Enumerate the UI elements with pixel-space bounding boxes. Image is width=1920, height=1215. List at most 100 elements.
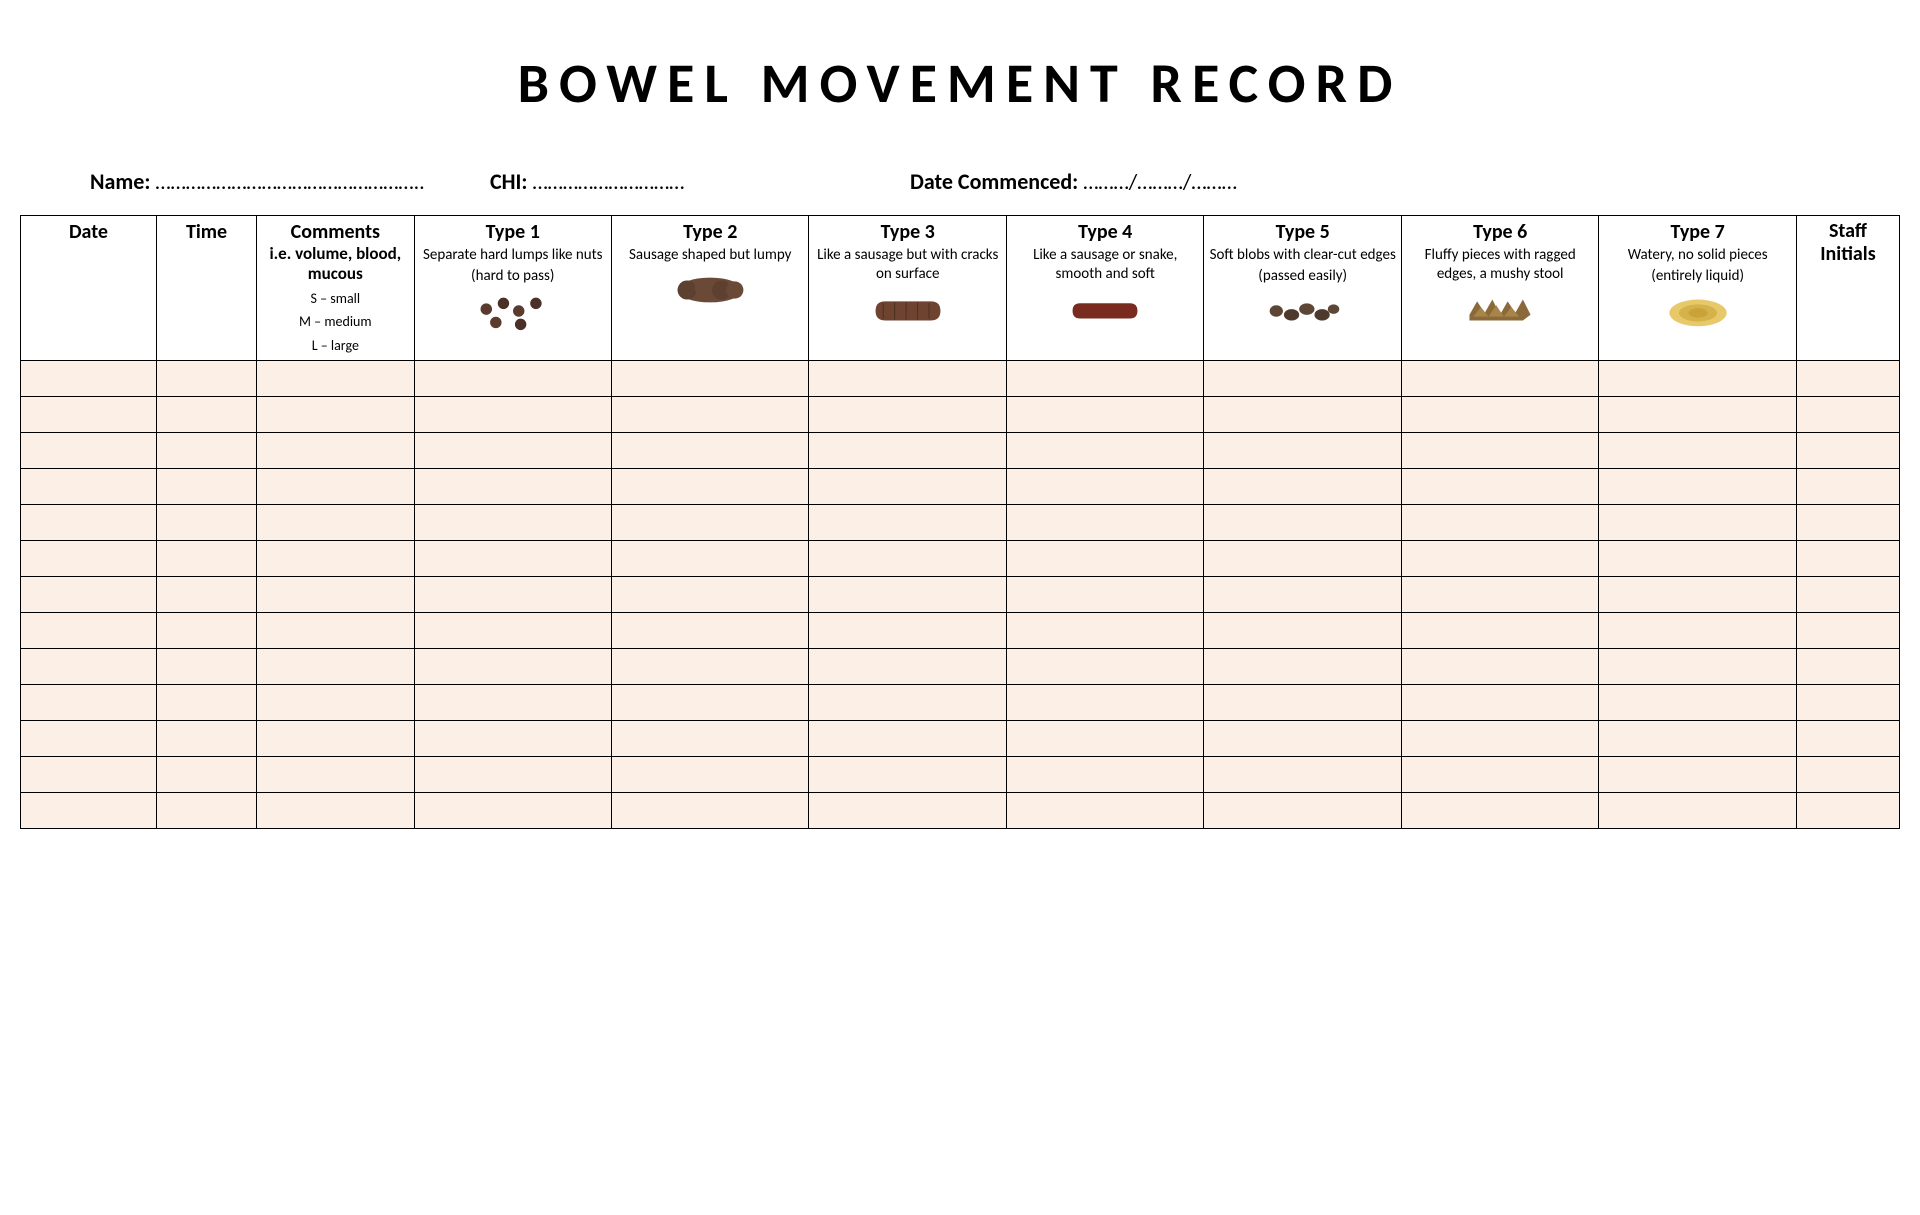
cell[interactable]	[21, 576, 157, 612]
cell[interactable]	[21, 720, 157, 756]
cell[interactable]	[1796, 648, 1899, 684]
cell[interactable]	[1006, 360, 1203, 396]
cell[interactable]	[809, 396, 1006, 432]
cell[interactable]	[1006, 468, 1203, 504]
cell[interactable]	[257, 504, 414, 540]
cell[interactable]	[1599, 468, 1796, 504]
cell[interactable]	[1006, 612, 1203, 648]
cell[interactable]	[612, 468, 809, 504]
cell[interactable]	[1599, 504, 1796, 540]
cell[interactable]	[414, 612, 611, 648]
cell[interactable]	[1204, 720, 1401, 756]
cell[interactable]	[257, 792, 414, 828]
cell[interactable]	[1599, 360, 1796, 396]
cell[interactable]	[612, 756, 809, 792]
cell[interactable]	[414, 792, 611, 828]
cell[interactable]	[1006, 648, 1203, 684]
cell[interactable]	[809, 648, 1006, 684]
cell[interactable]	[257, 756, 414, 792]
cell[interactable]	[1204, 504, 1401, 540]
cell[interactable]	[21, 468, 157, 504]
cell[interactable]	[414, 360, 611, 396]
cell[interactable]	[809, 720, 1006, 756]
cell[interactable]	[1204, 756, 1401, 792]
cell[interactable]	[1796, 540, 1899, 576]
cell[interactable]	[21, 396, 157, 432]
cell[interactable]	[612, 504, 809, 540]
cell[interactable]	[1401, 540, 1598, 576]
cell[interactable]	[1006, 576, 1203, 612]
cell[interactable]	[414, 468, 611, 504]
cell[interactable]	[414, 756, 611, 792]
cell[interactable]	[1401, 648, 1598, 684]
cell[interactable]	[1006, 720, 1203, 756]
cell[interactable]	[1599, 432, 1796, 468]
cell[interactable]	[156, 720, 256, 756]
cell[interactable]	[414, 504, 611, 540]
cell[interactable]	[809, 756, 1006, 792]
cell[interactable]	[1006, 432, 1203, 468]
cell[interactable]	[809, 540, 1006, 576]
cell[interactable]	[21, 612, 157, 648]
cell[interactable]	[414, 648, 611, 684]
cell[interactable]	[414, 684, 611, 720]
cell[interactable]	[1796, 432, 1899, 468]
cell[interactable]	[1796, 396, 1899, 432]
cell[interactable]	[156, 792, 256, 828]
cell[interactable]	[1599, 396, 1796, 432]
cell[interactable]	[1796, 792, 1899, 828]
cell[interactable]	[1599, 540, 1796, 576]
cell[interactable]	[1204, 648, 1401, 684]
cell[interactable]	[257, 540, 414, 576]
cell[interactable]	[1796, 720, 1899, 756]
cell[interactable]	[1401, 396, 1598, 432]
cell[interactable]	[257, 468, 414, 504]
cell[interactable]	[1006, 792, 1203, 828]
cell[interactable]	[612, 432, 809, 468]
cell[interactable]	[257, 432, 414, 468]
cell[interactable]	[414, 576, 611, 612]
cell[interactable]	[1204, 468, 1401, 504]
cell[interactable]	[156, 576, 256, 612]
cell[interactable]	[1796, 612, 1899, 648]
cell[interactable]	[1006, 396, 1203, 432]
cell[interactable]	[21, 540, 157, 576]
cell[interactable]	[1006, 540, 1203, 576]
cell[interactable]	[257, 684, 414, 720]
cell[interactable]	[809, 792, 1006, 828]
cell[interactable]	[612, 396, 809, 432]
cell[interactable]	[1006, 504, 1203, 540]
cell[interactable]	[156, 468, 256, 504]
cell[interactable]	[612, 360, 809, 396]
cell[interactable]	[257, 576, 414, 612]
cell[interactable]	[414, 396, 611, 432]
cell[interactable]	[156, 648, 256, 684]
cell[interactable]	[414, 432, 611, 468]
cell[interactable]	[1006, 756, 1203, 792]
cell[interactable]	[809, 576, 1006, 612]
cell[interactable]	[257, 396, 414, 432]
cell[interactable]	[21, 792, 157, 828]
cell[interactable]	[1599, 576, 1796, 612]
cell[interactable]	[1401, 684, 1598, 720]
cell[interactable]	[1204, 576, 1401, 612]
cell[interactable]	[1204, 792, 1401, 828]
cell[interactable]	[1401, 792, 1598, 828]
cell[interactable]	[1796, 756, 1899, 792]
cell[interactable]	[257, 360, 414, 396]
cell[interactable]	[1401, 756, 1598, 792]
cell[interactable]	[1401, 468, 1598, 504]
cell[interactable]	[612, 684, 809, 720]
cell[interactable]	[809, 360, 1006, 396]
cell[interactable]	[1401, 612, 1598, 648]
cell[interactable]	[156, 540, 256, 576]
cell[interactable]	[1796, 684, 1899, 720]
cell[interactable]	[414, 540, 611, 576]
cell[interactable]	[1204, 684, 1401, 720]
cell[interactable]	[156, 360, 256, 396]
cell[interactable]	[1401, 720, 1598, 756]
cell[interactable]	[21, 756, 157, 792]
cell[interactable]	[612, 576, 809, 612]
cell[interactable]	[1796, 360, 1899, 396]
cell[interactable]	[1599, 648, 1796, 684]
